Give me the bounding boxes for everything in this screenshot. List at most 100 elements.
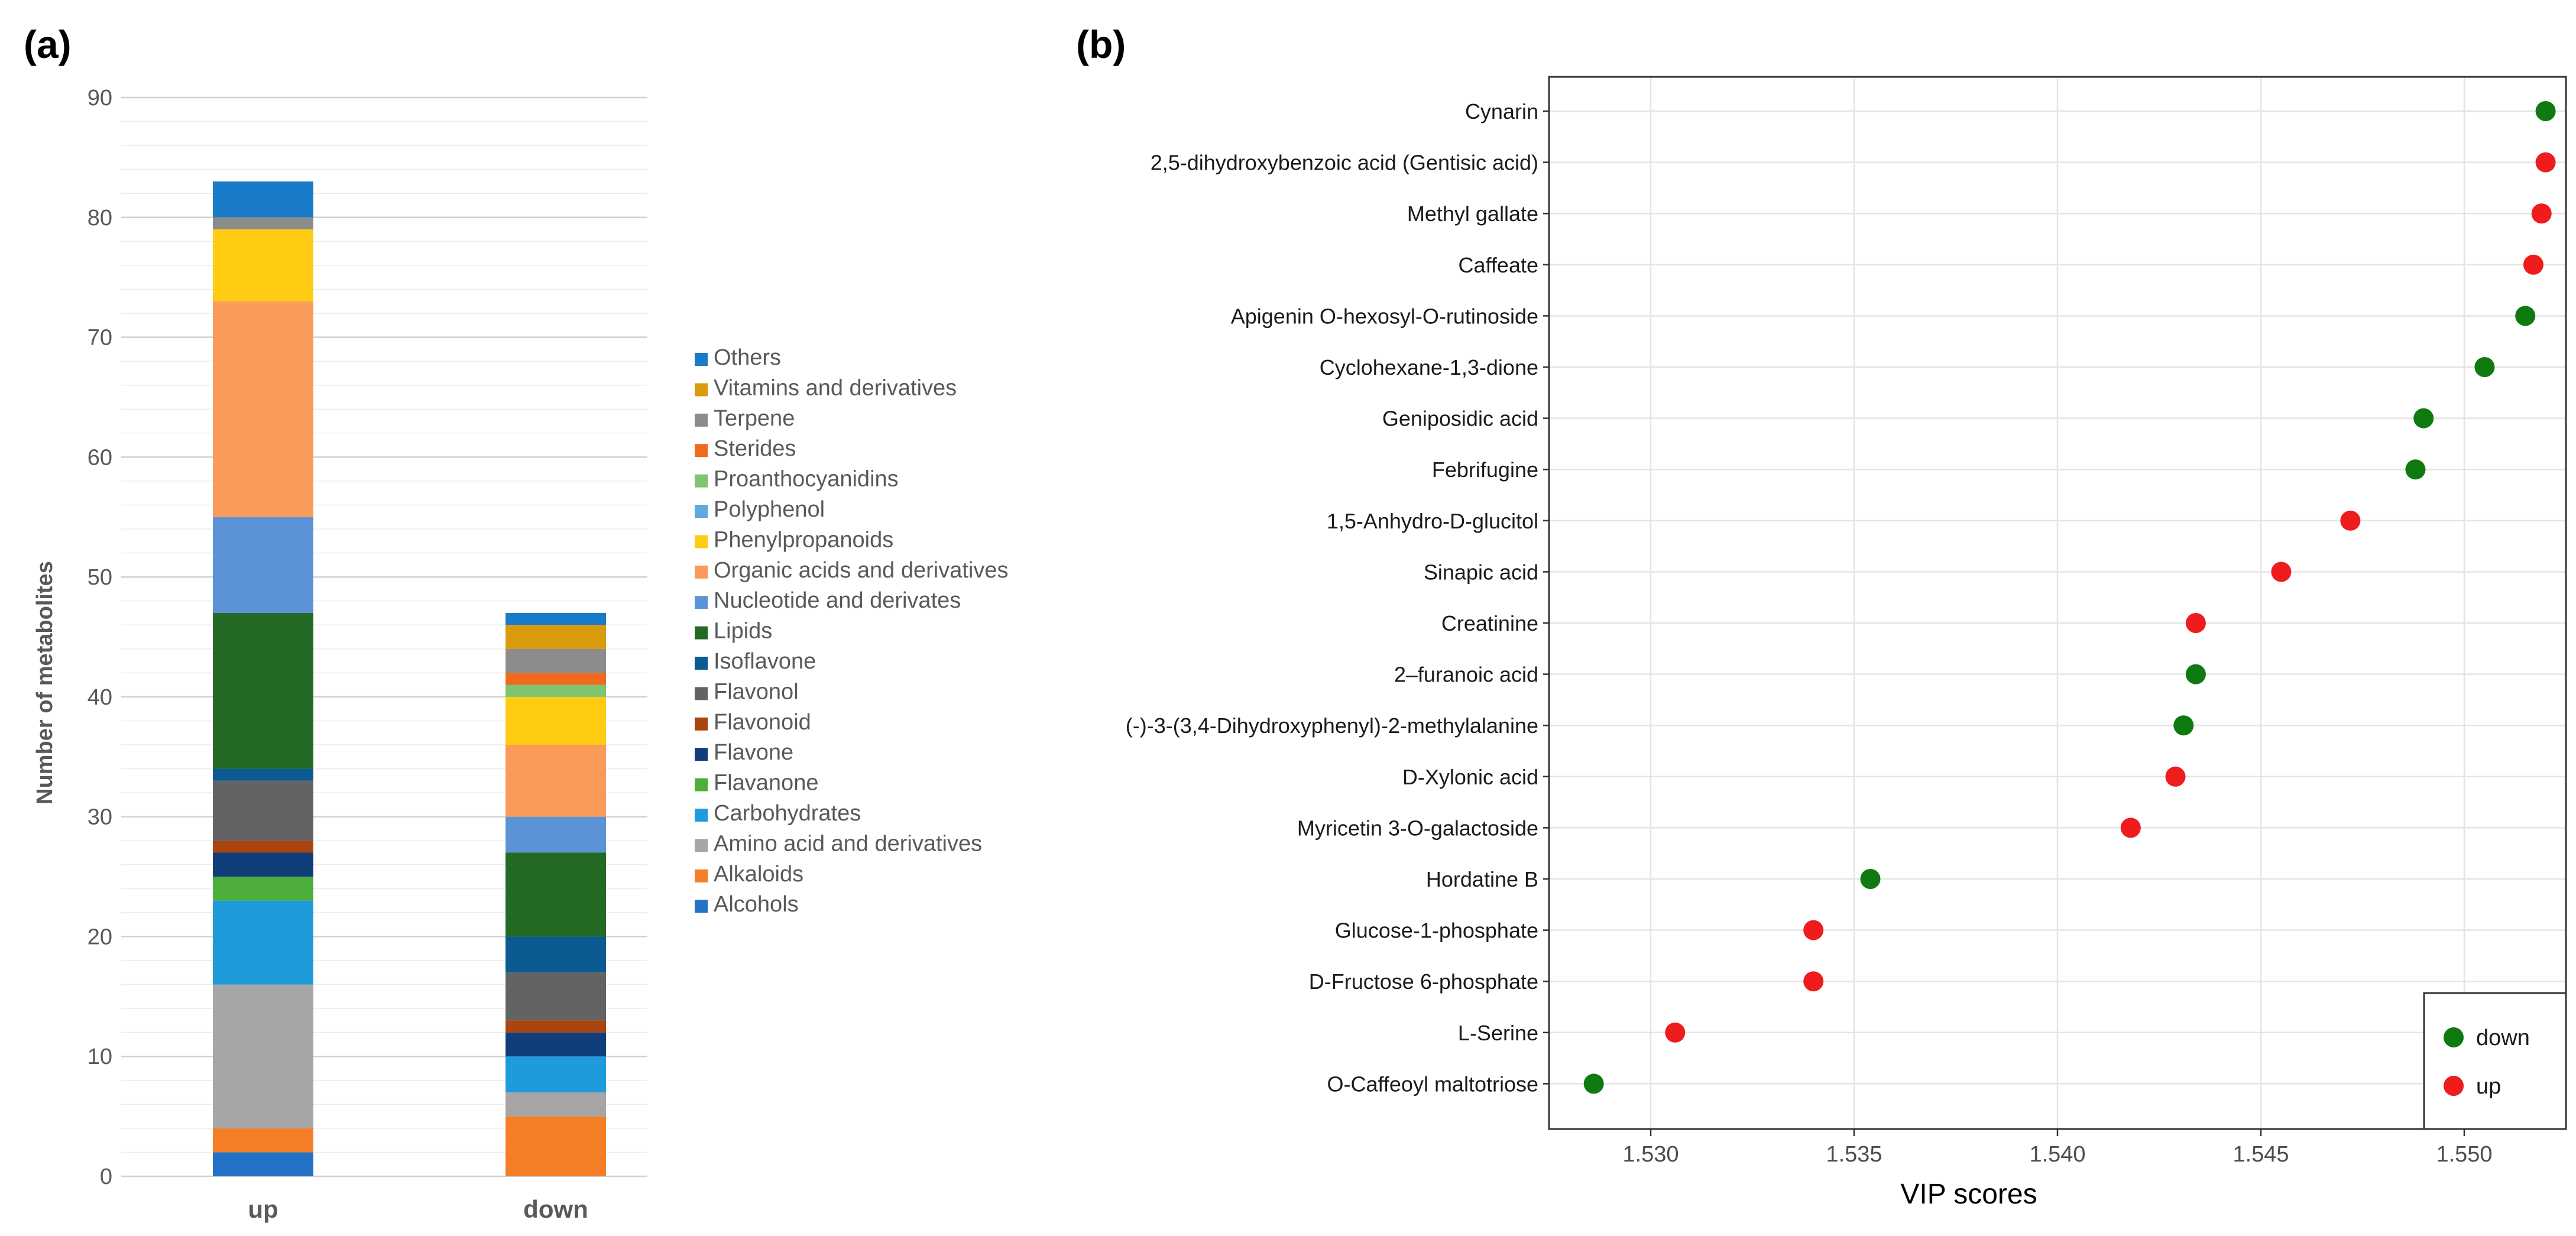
bar-segment	[213, 517, 313, 613]
legend-swatch	[695, 535, 708, 549]
legend-swatch	[695, 657, 708, 670]
vip-point	[2531, 203, 2552, 224]
legend-label: Phenylpropanoids	[714, 527, 893, 552]
y-tick-label: 30	[88, 805, 112, 830]
bar-segment	[506, 1092, 606, 1117]
bar-chart-x-ticks: up down	[248, 1195, 588, 1223]
x-tick-label: 1.545	[2232, 1142, 2289, 1167]
vip-point	[2405, 459, 2426, 480]
metabolite-label: 2–furanoic acid	[1394, 663, 1538, 687]
legend-dot	[2444, 1027, 2464, 1047]
legend-swatch	[695, 778, 708, 791]
bar-segment	[213, 900, 313, 985]
vip-point	[2340, 510, 2361, 531]
legend-swatch	[695, 687, 708, 700]
legend-swatch	[695, 839, 708, 852]
vip-point	[1803, 920, 1824, 940]
vip-point	[2535, 101, 2556, 121]
legend-label: Polyphenol	[714, 497, 825, 522]
bar-chart-legend: Others Vitamins and derivatives Terpene Ste…	[695, 345, 1008, 917]
legend-swatch	[695, 474, 708, 488]
metabolite-label: Cyclohexane-1,3-dione	[1320, 355, 1538, 379]
bar-segment	[506, 648, 606, 673]
legend-box	[2423, 992, 2567, 1130]
legend-label: Others	[714, 345, 781, 370]
legend-label: Flavanone	[714, 771, 818, 796]
y-tick-label: 10	[88, 1044, 112, 1069]
bar-segment	[213, 841, 313, 853]
legend-label: Flavone	[714, 740, 793, 765]
vip-point	[1665, 1022, 1686, 1043]
metabolite-label: D-Xylonic acid	[1402, 765, 1538, 789]
bar-chart-bars	[213, 181, 606, 1176]
bar-segment	[506, 1020, 606, 1033]
bar-segment	[506, 1116, 606, 1176]
bar-segment	[506, 1032, 606, 1057]
legend-label: up	[2476, 1074, 2501, 1099]
y-tick-label: 80	[88, 206, 112, 231]
metabolite-label: Apigenin O-hexosyl-O-rutinoside	[1231, 304, 1538, 328]
vip-point	[2271, 562, 2292, 582]
bar-segment	[506, 936, 606, 973]
bar-segment	[506, 696, 606, 745]
x-tick-label: up	[248, 1195, 278, 1223]
vip-point	[1583, 1073, 1604, 1094]
vip-point	[2523, 254, 2543, 275]
dot-plot-x-axis-label: VIP scores	[1900, 1179, 2037, 1210]
bar-segment	[506, 625, 606, 649]
stacked-bar-chart: 0 10 20 30 40 50 60 70 80 90 up down Number of met…	[33, 86, 1008, 1223]
bar-segment	[506, 816, 606, 853]
legend-label: Vitamins and derivatives	[714, 375, 957, 400]
x-tick-label: 1.550	[2436, 1142, 2492, 1167]
metabolite-label: L-Serine	[1458, 1021, 1538, 1045]
vip-point	[2535, 152, 2556, 173]
vip-point	[2120, 817, 2141, 838]
vip-point	[2173, 715, 2194, 736]
legend-label: Amino acid and derivatives	[714, 831, 982, 856]
metabolite-label: Hordatine B	[1426, 867, 1538, 891]
metabolite-label: Creatinine	[1441, 611, 1538, 635]
legend-swatch	[695, 383, 708, 397]
vip-point	[2185, 613, 2206, 633]
metabolite-label: Sinapic acid	[1424, 560, 1538, 584]
vip-point	[2185, 664, 2206, 684]
y-tick-label: 60	[88, 445, 112, 470]
bar-segment	[213, 852, 313, 877]
bar-segment	[213, 984, 313, 1128]
vip-point	[2515, 306, 2536, 326]
legend-label: Alkaloids	[714, 862, 803, 887]
legend-label: Isoflavone	[714, 649, 816, 674]
legend-swatch	[695, 505, 708, 518]
panel-b-label: (b)	[1076, 22, 1126, 66]
bar-segment	[506, 612, 606, 625]
y-tick-label: 50	[88, 565, 112, 590]
metabolite-label: Febrifugine	[1432, 458, 1538, 482]
metabolite-label: Myricetin 3-O-galactoside	[1297, 816, 1538, 840]
legend-label: Lipids	[714, 619, 772, 644]
legend-label: Flavonoid	[714, 710, 811, 735]
bar-segment	[506, 972, 606, 1021]
legend-label: Carbohydrates	[714, 801, 861, 826]
metabolite-label: D-Fructose 6-phosphate	[1309, 969, 1538, 994]
legend-swatch	[695, 626, 708, 640]
x-tick-label: 1.530	[1622, 1142, 1679, 1167]
legend-label: Organic acids and derivatives	[714, 558, 1008, 583]
bar-segment	[213, 1152, 313, 1176]
dot-plot-legend: down up	[2423, 992, 2567, 1130]
legend-swatch	[695, 596, 708, 609]
legend-label: Terpene	[714, 406, 795, 431]
x-tick-label: 1.535	[1826, 1142, 1882, 1167]
bar-segment	[506, 745, 606, 817]
y-tick-label: 90	[88, 86, 112, 111]
legend-swatch	[695, 748, 708, 761]
dot-plot-x-ticks: 1.530 1.535 1.540 1.545 1.550	[1622, 1129, 2493, 1167]
vip-point	[2165, 766, 2186, 787]
metabolite-label: 1,5-Anhydro-D-glucitol	[1327, 509, 1538, 533]
legend-label: Proanthocyanidins	[714, 467, 899, 492]
bar-segment	[506, 673, 606, 685]
legend-swatch	[695, 565, 708, 579]
metabolite-label: O-Caffeoyl maltotriose	[1327, 1072, 1538, 1096]
legend-swatch	[695, 444, 708, 458]
legend-label: Sterides	[714, 436, 796, 461]
